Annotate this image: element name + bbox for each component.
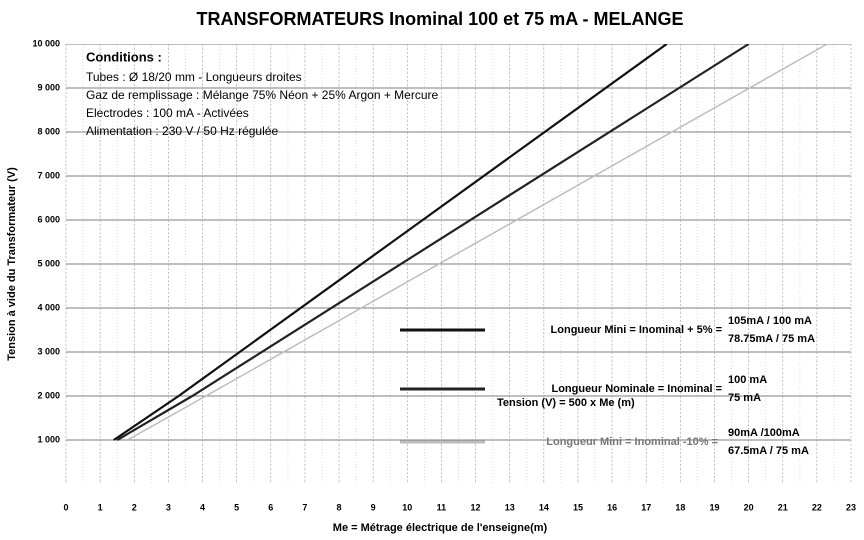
x-tick-label: 21 xyxy=(778,502,788,512)
x-tick-label: 16 xyxy=(607,502,617,512)
x-tick-label: 19 xyxy=(709,502,719,512)
conditions-line: Gaz de remplissage : Mélange 75% Néon + … xyxy=(86,88,439,102)
conditions-line: Alimentation : 230 V / 50 Hz régulée xyxy=(86,124,278,138)
x-tick-label: 22 xyxy=(812,502,822,512)
y-tick-label: 7 000 xyxy=(37,170,60,180)
legend-note: 75 mA xyxy=(728,392,761,404)
y-tick-label: 3 000 xyxy=(37,346,60,356)
chart-title: TRANSFORMATEURS Inominal 100 et 75 mA - … xyxy=(196,9,683,29)
mask xyxy=(66,26,861,44)
x-tick-label: 5 xyxy=(234,502,239,512)
x-tick-label: 14 xyxy=(539,502,549,512)
conditions-line: Electrodes : 100 mA - Activées xyxy=(86,106,249,120)
y-tick-label: 4 000 xyxy=(37,302,60,312)
x-tick-label: 17 xyxy=(641,502,651,512)
x-tick-label: 12 xyxy=(471,502,481,512)
series-line xyxy=(127,43,828,441)
x-tick-label: 3 xyxy=(166,502,171,512)
y-axis-title: Tension à vide du Transformateur (V) xyxy=(6,167,18,361)
x-tick-label: 10 xyxy=(402,502,412,512)
x-tick-label: 8 xyxy=(337,502,342,512)
legend-note: 67.5mA / 75 mA xyxy=(728,445,809,457)
y-tick-label: 5 000 xyxy=(37,258,60,268)
y-tick-label: 9 000 xyxy=(37,82,60,92)
x-tick-label: 1 xyxy=(98,502,103,512)
x-tick-label: 0 xyxy=(63,502,68,512)
y-tick-label: 10 000 xyxy=(32,38,60,48)
x-tick-label: 7 xyxy=(302,502,307,512)
legend-note: 105mA / 100 mA xyxy=(728,315,812,327)
legend-note: 90mA /100mA xyxy=(728,427,800,439)
legend-note: 100 mA xyxy=(728,374,767,386)
y-tick-label: 8 000 xyxy=(37,126,60,136)
x-tick-label: 9 xyxy=(371,502,376,512)
x-tick-label: 18 xyxy=(675,502,685,512)
x-tick-label: 4 xyxy=(200,502,205,512)
y-tick-label: 2 000 xyxy=(37,390,60,400)
x-tick-label: 11 xyxy=(437,502,447,512)
x-tick-label: 2 xyxy=(132,502,137,512)
legend-label: Longueur Mini = Inominal -10% = xyxy=(546,436,718,448)
legend-note: 78.75mA / 75 mA xyxy=(728,333,815,345)
legend-label: Longueur Mini = Inominal + 5% = xyxy=(551,324,722,336)
conditions-heading: Conditions : xyxy=(86,49,162,64)
y-tick-label: 6 000 xyxy=(37,214,60,224)
conditions-line: Tubes : Ø 18/20 mm - Longueurs droites xyxy=(86,70,302,84)
series-line xyxy=(113,43,668,441)
x-tick-label: 15 xyxy=(573,502,583,512)
y-tick-label: 1 000 xyxy=(37,434,60,444)
x-axis-title: Me = Métrage électrique de l'enseigne(m) xyxy=(333,522,548,534)
x-tick-label: 13 xyxy=(505,502,515,512)
legend-label: Longueur Nominale = Inominal = xyxy=(551,383,722,395)
legend-note: Tension (V) = 500 x Me (m) xyxy=(497,397,635,409)
x-tick-label: 6 xyxy=(268,502,273,512)
x-tick-label: 23 xyxy=(846,502,856,512)
x-tick-label: 20 xyxy=(744,502,754,512)
series-line xyxy=(116,43,750,441)
